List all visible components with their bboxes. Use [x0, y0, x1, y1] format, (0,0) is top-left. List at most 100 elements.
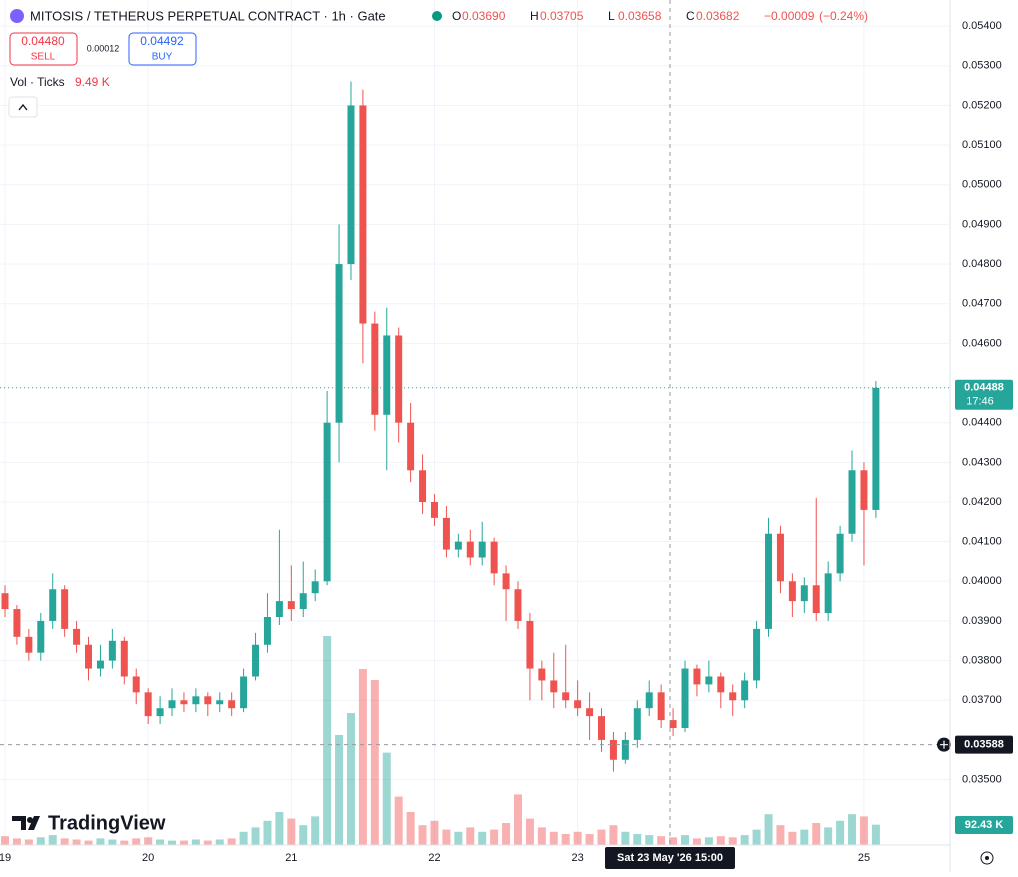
candle-body [347, 105, 355, 265]
candle-body [228, 700, 236, 709]
buy-price: 0.04492 [140, 34, 184, 48]
status-dot [432, 11, 442, 21]
volume-bar [776, 825, 785, 845]
candle-body [144, 692, 152, 717]
volume-bar [263, 820, 272, 845]
volume-bar [490, 829, 499, 845]
legend-value: 0.03705 [540, 9, 584, 23]
candle-body [311, 581, 319, 594]
candle-body [800, 585, 808, 602]
candle-body [574, 700, 582, 709]
y-tick-label: 0.05200 [962, 99, 1002, 111]
volume-bar [346, 713, 355, 845]
volume-bar [382, 752, 391, 845]
y-tick-label: 0.05400 [962, 20, 1002, 32]
candle-body [753, 628, 761, 681]
candle-body [538, 668, 546, 681]
settings-icon[interactable] [980, 851, 994, 865]
y-tick-label: 0.03900 [962, 615, 1002, 627]
x-tick-label: 23 [572, 852, 584, 864]
candle-body [263, 616, 271, 645]
volume-bar [513, 794, 522, 845]
add-alert-plus [940, 740, 948, 749]
volume-bar [859, 816, 868, 845]
x-tick-label: 19 [0, 852, 11, 864]
buy-label: BUY [152, 52, 173, 63]
volume-bar [645, 835, 654, 845]
candle-body [252, 644, 260, 677]
volume-bar [633, 834, 642, 845]
volume-bar [764, 814, 773, 845]
volume-bar [358, 669, 367, 845]
chart-title: MITOSIS / TETHERUS PERPETUAL CONTRACT · … [30, 8, 386, 23]
volume-bar [681, 835, 690, 845]
candle-body [13, 609, 21, 637]
volume-bar [120, 840, 129, 845]
candle-body [156, 708, 164, 717]
x-tick-label: 20 [142, 852, 154, 864]
volume-bar [239, 831, 248, 845]
candle-body [275, 601, 283, 617]
volume-bar [418, 825, 427, 845]
candle-body [550, 680, 558, 693]
volume-bar [740, 835, 749, 845]
volume-bar [848, 814, 857, 845]
volume-bar [442, 829, 451, 845]
candle-body [299, 593, 307, 610]
candle-body [132, 676, 140, 693]
volume-bar [609, 825, 618, 845]
y-tick-label: 0.05000 [962, 179, 1002, 191]
candle-body [454, 541, 462, 550]
volume-label: 92.43 K [965, 819, 1004, 831]
candle-body [240, 676, 248, 709]
candle-body [216, 700, 224, 705]
volume-bar [168, 840, 177, 845]
candle-body [633, 708, 641, 740]
candle-body [657, 692, 665, 721]
volume-bar [502, 823, 511, 845]
candle-body [204, 696, 212, 705]
candle-body [287, 601, 295, 610]
candle-body [407, 422, 415, 471]
legend-value: 0.03690 [462, 9, 506, 23]
y-tick-label: 0.04600 [962, 337, 1002, 349]
candle-body [836, 533, 844, 574]
volume-bar [179, 840, 188, 845]
volume-bar [12, 838, 21, 845]
y-tick-label: 0.04100 [962, 536, 1002, 548]
candle-body [514, 589, 522, 621]
x-tick-label: 25 [858, 852, 870, 864]
candle-body [61, 589, 69, 629]
volume-bar [836, 820, 845, 845]
candle-body [645, 692, 653, 709]
sell-button[interactable] [9, 32, 78, 66]
candle-body [25, 636, 33, 653]
volume-bar [525, 818, 534, 845]
volume-bar [108, 839, 117, 845]
candle-body [490, 541, 498, 574]
legend-value: 0.03658 [618, 9, 662, 23]
y-tick-label: 0.04800 [962, 258, 1002, 270]
y-tick-label: 0.04700 [962, 298, 1002, 310]
volume-bar [203, 840, 212, 845]
logo-icon-dot [27, 817, 33, 823]
candle-body [872, 387, 880, 510]
spread: 0.00012 [87, 43, 120, 53]
candle-body [526, 620, 534, 669]
legend-key: H [530, 9, 539, 23]
buy-button[interactable] [128, 32, 197, 66]
legend-key: L [608, 9, 615, 23]
volume-bar [466, 827, 475, 845]
candle-body [371, 323, 379, 415]
collapse-button[interactable] [8, 96, 38, 118]
volume-bar [370, 680, 379, 845]
candle-layer [1, 81, 880, 772]
volume-bar [394, 796, 403, 845]
candle-body [323, 422, 331, 582]
legend-key: O [452, 9, 461, 23]
volume-bar [824, 827, 833, 845]
candle-body [37, 620, 45, 653]
volume-bar [537, 827, 546, 845]
volume-bar [406, 812, 415, 845]
